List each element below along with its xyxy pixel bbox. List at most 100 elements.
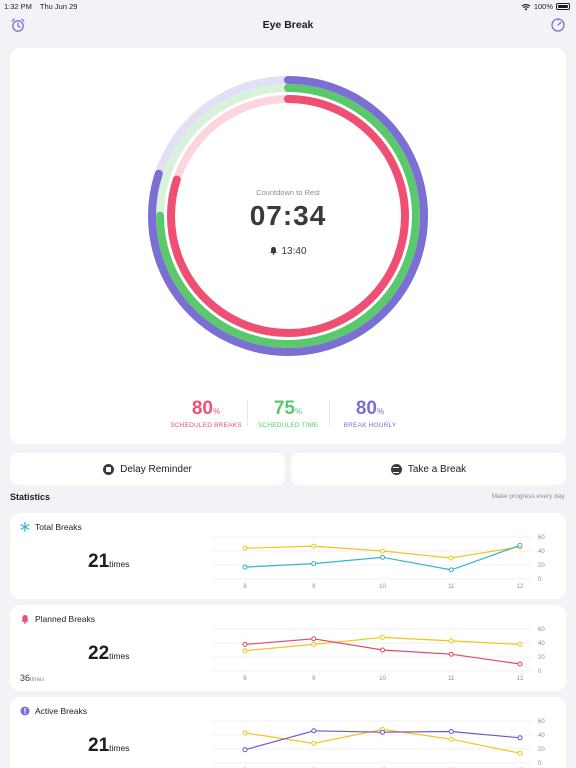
x-tick-label: 11: [448, 584, 455, 590]
data-point: [517, 641, 523, 647]
stat-break-hourly: 80% BREAK HOURLY: [329, 398, 411, 430]
data-point: [380, 554, 385, 560]
y-tick-label: 40: [538, 641, 545, 647]
pause-icon: [390, 463, 402, 475]
data-point: [448, 567, 454, 573]
x-tick-label: 11: [448, 676, 455, 682]
take-break-label: Take a Break: [407, 463, 467, 475]
data-point: [311, 641, 317, 647]
data-point: [242, 730, 248, 736]
data-point: [448, 638, 454, 644]
data-point: [242, 545, 248, 551]
y-tick-label: 40: [538, 549, 545, 555]
card-title: Total Breaks: [20, 522, 82, 532]
data-point: [242, 641, 248, 647]
card-count: 22times: [88, 643, 130, 664]
data-point: [448, 736, 454, 742]
delay-reminder-label: Delay Reminder: [120, 463, 192, 475]
y-tick-label: 20: [538, 655, 545, 661]
data-point: [311, 740, 317, 746]
stat-label: SCHEDULED TIME: [257, 422, 319, 429]
progress-rings: [148, 76, 428, 356]
data-point: [448, 729, 454, 734]
snowflake-icon: [20, 522, 30, 532]
data-point: [517, 750, 523, 756]
y-tick-label: 20: [538, 747, 545, 753]
y-tick-label: 0: [538, 577, 542, 583]
status-date: Thu Jun 29: [39, 2, 78, 11]
status-time: 1:32 PM: [4, 2, 32, 11]
data-point: [380, 548, 385, 554]
alarm-clock-icon[interactable]: [10, 17, 26, 33]
stat-label: BREAK HOURLY: [343, 422, 397, 429]
data-point: [242, 747, 248, 753]
stat-value: 80%: [355, 398, 385, 419]
section-title: Statistics: [10, 492, 51, 502]
nav-bar: Eye Break: [0, 14, 576, 36]
scheduled-time-ring-progress: [156, 84, 420, 348]
delay-reminder-button[interactable]: Delay Reminder: [10, 453, 285, 485]
y-tick-label: 0: [538, 761, 542, 767]
data-point: [448, 555, 454, 561]
x-tick-label: 8: [243, 676, 247, 682]
section-hint: Make progress every day.: [491, 493, 566, 500]
x-tick-label: 12: [517, 676, 524, 682]
y-tick-label: 0: [538, 669, 542, 675]
data-point: [311, 636, 317, 642]
stat-scheduled-time: 75% SCHEDULED TIME: [247, 398, 329, 430]
data-point: [517, 661, 523, 667]
y-tick-label: 60: [538, 535, 545, 541]
data-point: [517, 735, 523, 741]
y-tick-label: 60: [538, 627, 545, 633]
timer-settings-icon[interactable]: [550, 17, 566, 33]
wifi-icon: [521, 3, 531, 10]
page-title: Eye Break: [262, 19, 314, 31]
battery-percent: 100%: [533, 2, 553, 11]
stat-scheduled-breaks: 80% SCHEDULED BREAKS: [165, 398, 247, 430]
data-point: [311, 561, 317, 567]
bell-icon: [270, 246, 278, 255]
statistics-header: Statistics Make progress every day.: [10, 492, 566, 502]
scheduled-breaks-ring-progress: [167, 95, 409, 337]
y-tick-label: 60: [538, 719, 545, 725]
stat-label: SCHEDULED BREAKS: [170, 422, 242, 429]
card-sub-count: 36times: [20, 673, 45, 683]
data-point: [311, 543, 317, 549]
stat-value: 75%: [273, 398, 303, 419]
total-breaks-chart: 60 40 20 0 8 9 10 11 12: [212, 535, 545, 590]
planned-breaks-card[interactable]: Planned Breaks 22times 36times 60 40 20 0 8 9…: [10, 605, 566, 691]
card-count: 21times: [88, 735, 130, 756]
take-break-button[interactable]: Take a Break: [291, 453, 566, 485]
card-name: Total Breaks: [35, 522, 82, 532]
x-tick-label: 10: [379, 584, 386, 590]
summary-stats: 80% SCHEDULED BREAKS 75% SCHEDULED TIME …: [165, 398, 411, 430]
card-title: Planned Breaks: [20, 614, 95, 624]
data-point: [242, 648, 248, 654]
card-count: 21times: [88, 551, 130, 572]
planned-breaks-chart: 60 40 20 0 8 9 10 11 12: [212, 627, 545, 682]
active-icon: [20, 706, 30, 716]
alarm-time: 13:40: [281, 246, 307, 257]
card-name: Planned Breaks: [35, 614, 96, 624]
data-point: [311, 728, 317, 734]
timer-card: Countdown to Rest 07:34 13:40 80% SCHEDU…: [10, 48, 566, 444]
y-tick-label: 20: [538, 563, 545, 569]
data-point: [448, 651, 454, 657]
x-tick-label: 9: [312, 584, 316, 590]
stop-icon: [103, 463, 115, 475]
data-point: [380, 729, 385, 735]
data-point: [380, 634, 385, 640]
battery-icon: [556, 3, 570, 10]
x-tick-label: 12: [517, 584, 524, 590]
total-breaks-card[interactable]: Total Breaks 21times 60 40 20 0 8 9 10 11 12: [10, 513, 566, 599]
stat-value: 80%: [191, 398, 221, 419]
card-name: Active Breaks: [35, 706, 87, 716]
countdown-timer: 07:34: [249, 200, 327, 231]
x-tick-label: 8: [243, 584, 247, 590]
countdown-label: Countdown to Rest: [256, 188, 320, 197]
data-point: [380, 647, 385, 653]
status-bar: 1:32 PM Thu Jun 29 100%: [0, 0, 576, 12]
card-title: Active Breaks: [20, 706, 87, 716]
